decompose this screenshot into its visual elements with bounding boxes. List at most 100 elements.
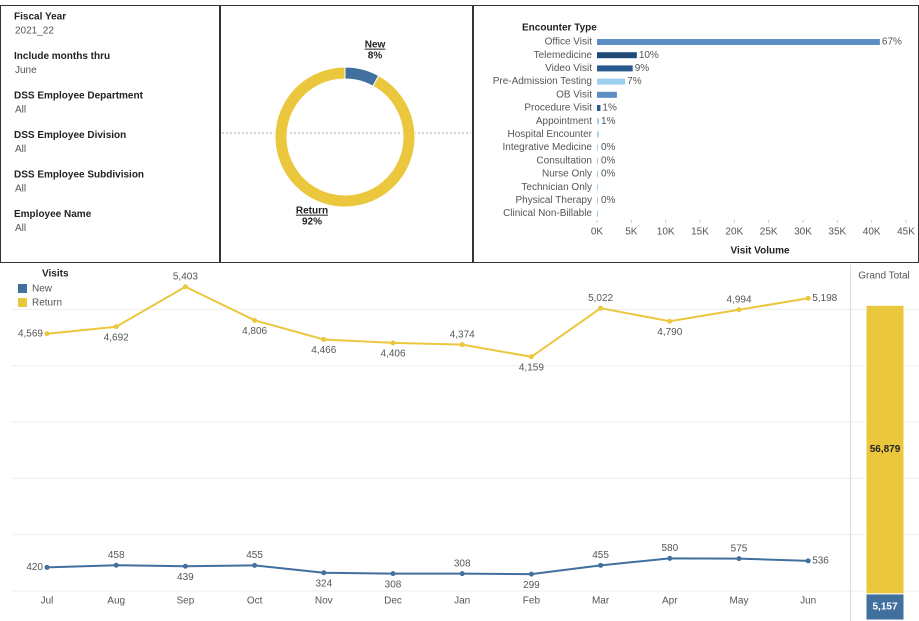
category-label: Video Visit [545, 63, 592, 74]
data-label: 4,790 [657, 327, 682, 338]
legend-swatch [18, 298, 27, 307]
x-tick-label: Sep [177, 596, 195, 607]
legend-swatch [18, 284, 27, 293]
data-label: 4,994 [726, 294, 751, 305]
slice-name: Return [296, 206, 328, 217]
x-tick-label: Feb [523, 596, 541, 607]
filter-value: All [15, 144, 26, 155]
data-label: 4,159 [519, 362, 544, 373]
data-label: 439 [177, 572, 194, 583]
bar [597, 157, 598, 164]
x-tick-label: Mar [592, 596, 610, 607]
data-label: 5,198 [812, 293, 837, 304]
segment-label: 5,157 [872, 602, 897, 613]
category-label: Nurse Only [542, 169, 592, 180]
legend-label: Return [32, 298, 62, 309]
x-tick-label: 30K [794, 227, 812, 238]
x-tick-label: 10K [657, 227, 675, 238]
data-label: 299 [523, 580, 540, 591]
x-tick-label: May [730, 596, 749, 607]
data-label: 4,406 [380, 349, 405, 360]
x-tick-label: 45K [897, 227, 915, 238]
data-label: 420 [26, 562, 43, 573]
share-label: 9% [635, 63, 650, 74]
category-label: Clinical Non-Billable [503, 208, 592, 219]
point [459, 342, 465, 348]
category-label: Physical Therapy [515, 195, 592, 206]
share-label: 67% [882, 37, 902, 48]
x-tick-label: Jun [800, 596, 816, 607]
point [390, 571, 396, 577]
point [321, 570, 327, 576]
share-label: 0% [601, 195, 616, 206]
bar [597, 39, 880, 45]
category-label: Appointment [536, 116, 592, 127]
data-label: 4,692 [104, 332, 129, 343]
point [390, 340, 396, 346]
x-tick-label: Apr [662, 596, 678, 607]
x-tick-label: 35K [828, 227, 846, 238]
point [528, 354, 534, 360]
point [805, 295, 811, 301]
category-label: Telemedicine [534, 50, 593, 61]
category-label: Hospital Encounter [508, 129, 593, 140]
bar [597, 65, 633, 72]
bar [597, 118, 600, 125]
x-tick-label: Jan [454, 596, 470, 607]
data-label: 536 [812, 555, 829, 566]
filter-value: All [15, 184, 26, 195]
bar [597, 131, 599, 138]
category-label: Consultation [536, 155, 592, 166]
category-label: Integrative Medicine [503, 142, 593, 153]
segment-label: 56,879 [870, 444, 901, 455]
point [736, 556, 742, 562]
category-label: Procedure Visit [524, 103, 592, 114]
filter-value: June [15, 65, 37, 76]
data-label: 4,466 [311, 345, 336, 356]
data-label: 308 [385, 579, 402, 590]
line [46, 557, 809, 576]
point [667, 555, 673, 561]
stack-segment [865, 304, 905, 595]
donut-slice [344, 66, 380, 87]
point [598, 305, 604, 311]
data-label: 5,022 [588, 293, 613, 304]
x-tick-label: Oct [247, 596, 263, 607]
x-tick-label: 5K [625, 227, 638, 238]
filter-value: All [15, 223, 26, 234]
x-tick-label: 15K [691, 227, 709, 238]
data-label: 5,403 [173, 271, 198, 282]
slice-label: 8% [368, 51, 383, 62]
filter-value: 2021_22 [15, 26, 54, 37]
bar [597, 197, 598, 204]
x-tick-label: 25K [760, 227, 778, 238]
point [736, 307, 742, 313]
share-label: 10% [639, 50, 659, 61]
data-label: 324 [315, 578, 332, 589]
filter-label: DSS Employee Division [14, 130, 126, 141]
data-label: 308 [454, 558, 471, 569]
point [598, 562, 604, 568]
filter-label: Employee Name [14, 209, 92, 220]
share-label: 7% [627, 76, 642, 87]
total-title: Grand Total [858, 271, 910, 282]
donut-pane [220, 5, 473, 263]
filter-value: All [15, 105, 26, 116]
data-label: 4,374 [450, 329, 475, 340]
category-label: Technician Only [521, 182, 592, 193]
slice-name: New [365, 40, 386, 51]
point [459, 571, 465, 577]
x-tick-label: 40K [863, 227, 881, 238]
data-label: 455 [246, 550, 263, 561]
filter-label: Include months thru [14, 51, 110, 62]
data-label: 575 [731, 543, 748, 554]
donut-slice [274, 66, 416, 208]
slice-label: 92% [302, 217, 322, 228]
x-tick-label: Nov [315, 596, 333, 607]
bar [597, 78, 626, 85]
share-label: 1% [601, 116, 616, 127]
point [252, 317, 258, 323]
category-label: Office Visit [545, 37, 593, 48]
bar-title: Encounter Type [522, 23, 597, 34]
